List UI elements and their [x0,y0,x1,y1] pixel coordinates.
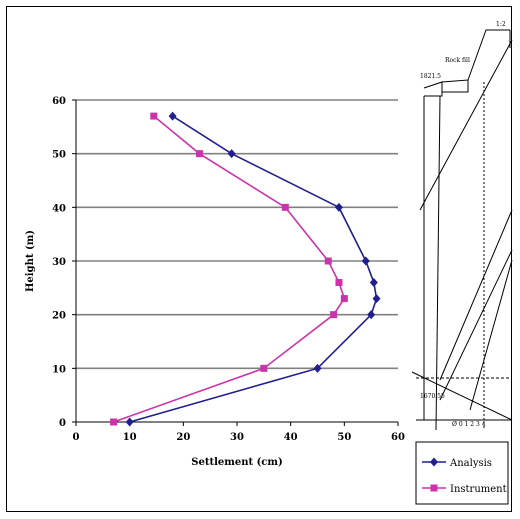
instrument-data-point [324,257,332,265]
x-tick-label: 30 [230,432,244,443]
x-tick-label: 10 [123,432,137,443]
drawing-crest-mid [441,79,469,93]
legend-marker-analysis [430,457,438,467]
drawing-diagonal-2 [439,209,513,381]
drawing-slope-top [467,29,510,81]
drawing-label-fill: Rock fill [445,57,470,64]
gridlines [76,99,398,370]
drawing-label-slope: 1:2 [496,21,506,28]
legend-label-instrument: Instrument [450,484,507,495]
x-tick-label: 60 [391,432,405,443]
drawing-label-foundation: 1670.55 [420,393,445,400]
y-tick-label: 10 [52,364,66,375]
analysis-data-point [168,111,177,121]
y-tick-label: 60 [52,96,66,107]
x-tick-label: 0 [73,432,80,443]
cross-section-drawing [411,29,513,431]
y-tick-label: 20 [52,311,66,322]
instrument-data-point [150,112,158,120]
legend: Analysis Instrument [415,441,509,505]
analysis-data-point [367,310,376,320]
analysis-data-point [125,417,134,427]
drawing-label-scale: Ø 0 1 2 3 4 [452,421,486,428]
analysis-data-point [334,202,343,212]
drawing-diagonal-3 [439,249,513,401]
legend-items: Analysis Instrument [422,457,507,495]
analysis-data-point [372,294,381,304]
x-tick-label: 50 [337,432,351,443]
drawing-vertical-left [435,95,441,431]
analysis-data-point [369,277,378,287]
y-tick-label: 0 [59,418,66,429]
y-tick-label: 40 [52,203,66,214]
instrument-data-point [330,311,338,319]
legend-marker-instrument [430,484,438,492]
analysis-data-point [313,363,322,373]
instrument-data-point [340,295,348,303]
x-axis-title: Settlement (cm) [191,457,282,468]
instrument-data-point [110,418,118,426]
x-tick-labels: 0 10 20 30 40 50 60 [73,422,405,443]
instrument-data-point [335,278,343,286]
y-tick-labels: 0 10 20 30 40 50 60 [52,96,76,429]
drawing-label-crest: 1821.5 [420,73,441,80]
x-tick-label: 40 [284,432,298,443]
analysis-data-point [361,256,370,266]
y-axis-title: Height (m) [25,230,36,292]
instrument-data-point [195,150,203,158]
drawing-diagonal-1 [419,39,513,211]
legend-box [415,441,509,505]
instrument-data-point [281,203,289,211]
legend-label-analysis: Analysis [449,458,492,469]
analysis-data-point [227,149,236,159]
y-tick-label: 50 [52,150,66,161]
y-tick-label: 30 [52,257,66,268]
instrument-data-point [260,364,268,372]
series-layer [110,111,381,427]
x-tick-label: 20 [176,432,190,443]
drawing-crest-left [423,81,443,97]
drawing-diagonal-4 [469,259,513,411]
drawing-diagonal-5 [411,371,513,421]
